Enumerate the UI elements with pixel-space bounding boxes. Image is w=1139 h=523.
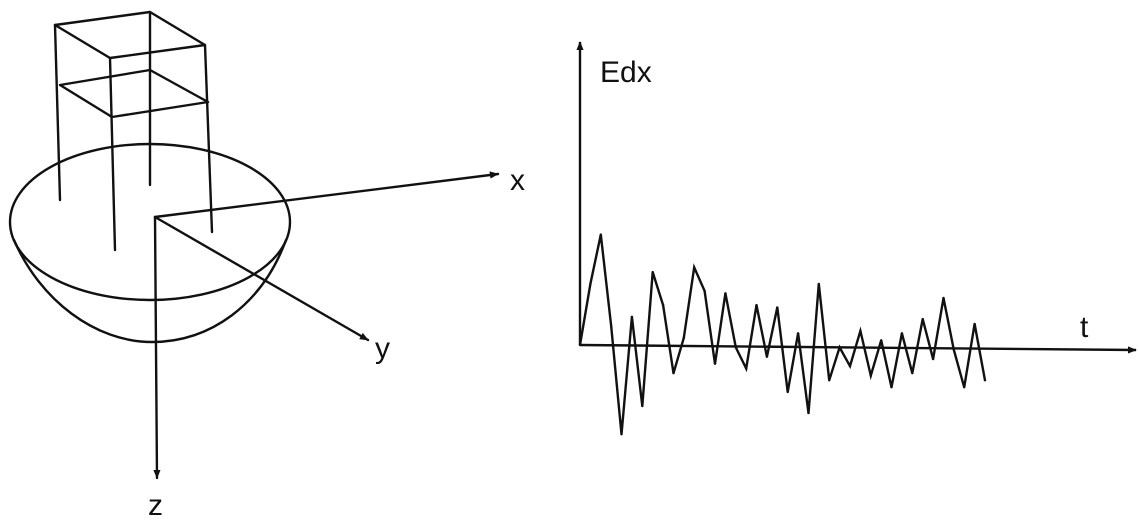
data-point xyxy=(776,306,779,309)
data-point xyxy=(828,379,831,382)
data-point xyxy=(713,362,717,365)
frame-middle xyxy=(58,68,210,119)
data-point xyxy=(973,322,976,326)
structure-diagram xyxy=(8,10,500,480)
data-point xyxy=(859,329,862,333)
data-point xyxy=(848,364,852,368)
data-point xyxy=(796,332,800,335)
data-point xyxy=(942,296,945,300)
data-point xyxy=(672,372,675,375)
data-point xyxy=(931,357,935,361)
data-point xyxy=(869,374,872,377)
chart-marks xyxy=(578,233,987,436)
data-point xyxy=(963,386,966,389)
data-point xyxy=(630,315,634,318)
data-point xyxy=(786,390,789,394)
data-point xyxy=(734,346,737,349)
data-point xyxy=(620,433,623,436)
data-point xyxy=(589,282,592,286)
z-axis-label: z xyxy=(148,489,163,522)
data-point xyxy=(921,317,924,321)
data-point xyxy=(817,282,820,286)
data-point xyxy=(610,325,613,328)
data-point xyxy=(911,372,914,375)
y-axis-label: y xyxy=(375,332,390,365)
series-line xyxy=(578,234,987,435)
z-axis-arrow xyxy=(153,215,161,480)
t-axis-label: t xyxy=(1080,311,1089,344)
data-point xyxy=(838,346,841,349)
data-point xyxy=(952,348,955,351)
y-axis-arrow xyxy=(153,215,370,342)
data-point xyxy=(599,233,602,236)
edx-axis-label: Edx xyxy=(600,56,652,89)
t-axis-arrow xyxy=(579,343,1137,354)
time-history-chart xyxy=(576,41,1137,436)
data-point xyxy=(745,367,748,370)
x-axis-arrow xyxy=(153,171,500,219)
data-point xyxy=(703,289,706,293)
data-point xyxy=(765,355,769,358)
data-point xyxy=(880,339,883,342)
data-point xyxy=(661,303,665,307)
data-point xyxy=(641,404,644,408)
frame-columns xyxy=(53,10,214,252)
frame-top xyxy=(53,10,207,60)
data-point xyxy=(724,292,727,295)
foundation-bowl-bottom xyxy=(12,238,288,344)
data-point xyxy=(693,266,696,269)
data-point xyxy=(651,270,654,274)
data-point xyxy=(890,386,893,389)
data-point xyxy=(755,303,758,307)
data-point xyxy=(900,332,904,335)
x-axis-label: x xyxy=(510,164,525,197)
data-point xyxy=(578,343,582,347)
data-point xyxy=(682,336,685,340)
data-point xyxy=(983,379,987,382)
data-point xyxy=(807,411,810,415)
